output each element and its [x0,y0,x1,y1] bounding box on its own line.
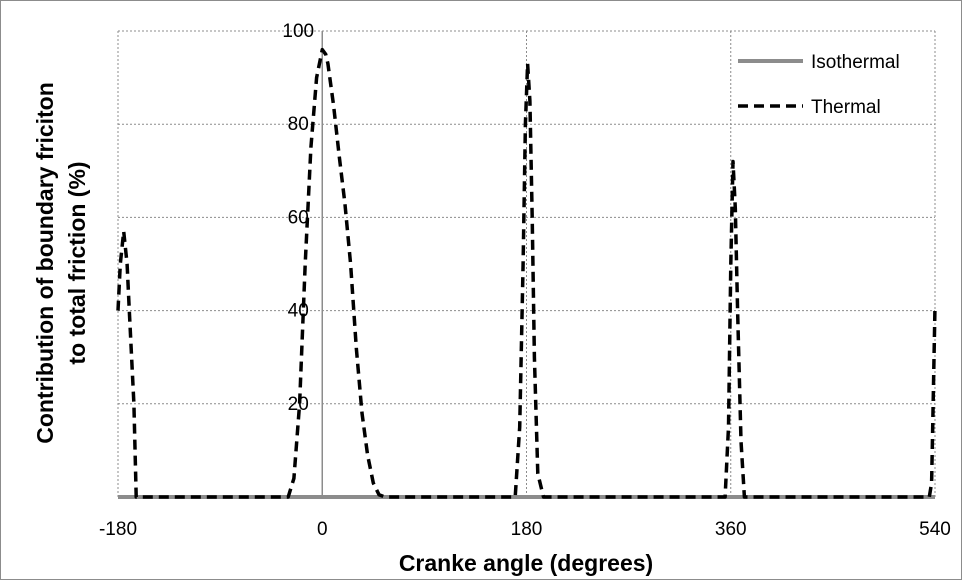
y-tick-label-80: 80 [288,114,309,135]
series [116,47,937,499]
tick-labels: 20 40 60 80 100 -180 0 180 360 540 [99,21,951,540]
gridlines [117,30,936,497]
y-axis-title-line-1: Contribution of boundary friciton [32,82,58,444]
y-tick-label-20: 20 [288,394,309,415]
y-axis-title-line-2: to total friction (%) [64,161,90,364]
legend-label-thermal: Thermal [811,97,881,118]
legend: Isothermal Thermal [738,52,900,118]
x-tick-label-540: 540 [919,519,951,540]
series-thermal-line [116,47,937,499]
x-tick-label-180: 180 [511,519,543,540]
x-axis-title: Cranke angle (degrees) [399,550,653,576]
y-tick-label-60: 60 [288,207,309,228]
x-tick-label-neg180: -180 [99,519,137,540]
y-tick-label-100: 100 [282,21,314,42]
y-tick-label-40: 40 [288,301,309,322]
legend-label-isothermal: Isothermal [811,52,900,73]
x-tick-label-360: 360 [715,519,747,540]
x-tick-label-0: 0 [317,519,328,540]
